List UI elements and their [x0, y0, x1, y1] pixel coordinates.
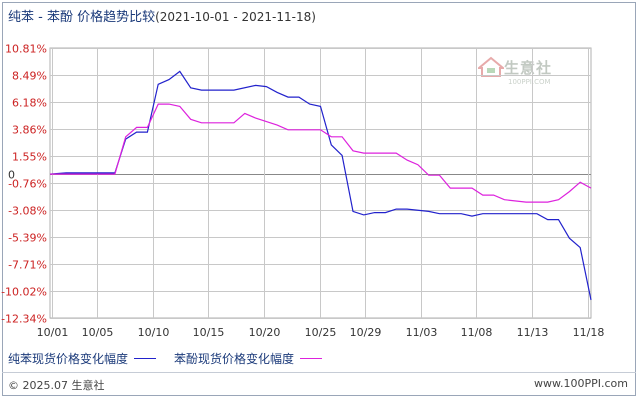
y-tick-label: 8.49%	[12, 70, 47, 83]
x-tick-label: 10/05	[82, 326, 114, 339]
x-tick-label: 11/13	[517, 326, 549, 339]
legend-swatch-series1	[134, 358, 157, 359]
x-tick-label: 11/18	[573, 326, 605, 339]
chart-title-main: 纯苯 - 苯酚 价格趋势比较	[8, 10, 156, 25]
y-tick-label: -7.71%	[8, 259, 47, 272]
watermark-sub: 100PPI.COM	[508, 78, 551, 86]
x-tick-label: 11/03	[406, 326, 438, 339]
x-tick-label: 10/29	[350, 326, 382, 339]
x-tick-label: 10/25	[305, 326, 337, 339]
x-tick-label: 10/10	[138, 326, 170, 339]
watermark-text: 生意社	[504, 58, 553, 77]
series-line-2	[50, 103, 592, 203]
y-tick-label: -0.76%	[8, 178, 47, 191]
footer-divider	[2, 372, 636, 373]
series-line-1	[49, 70, 592, 301]
chart-date-range: (2021-10-01 - 2021-11-18)	[155, 10, 316, 24]
chart-frame	[2, 2, 636, 396]
legend-item-series1: 纯苯现货价格变化幅度	[8, 350, 157, 367]
legend-label-series1: 纯苯现货价格变化幅度	[8, 352, 129, 366]
x-tick-label: 10/15	[193, 326, 225, 339]
y-tick-label: 1.55%	[12, 151, 47, 164]
y-tick-label: 10.81%	[5, 43, 47, 56]
footer-copyright: © 2025.07 生意社	[8, 379, 105, 392]
x-tick-label: 10/20	[249, 326, 281, 339]
x-tick-label: 10/01	[37, 326, 69, 339]
chart-legend: 纯苯现货价格变化幅度 苯酚现货价格变化幅度	[8, 350, 340, 367]
y-tick-label: -5.39%	[8, 232, 47, 245]
legend-swatch-series2	[300, 358, 323, 359]
y-tick-label: 3.86%	[12, 124, 47, 137]
zero-label: 0	[8, 169, 15, 182]
y-tick-label: -10.02%	[1, 286, 47, 299]
legend-label-series2: 苯酚现货价格变化幅度	[174, 352, 295, 366]
y-tick-label: 6.18%	[12, 97, 47, 110]
y-tick-label: -3.08%	[8, 205, 47, 218]
y-tick-label: -12.34%	[1, 313, 47, 326]
legend-item-series2: 苯酚现货价格变化幅度	[174, 350, 323, 367]
chart-title: 纯苯 - 苯酚 价格趋势比较(2021-10-01 - 2021-11-18)	[8, 6, 316, 25]
x-tick-label: 11/08	[461, 326, 493, 339]
footer-website: www.100PPI.com	[534, 377, 628, 390]
